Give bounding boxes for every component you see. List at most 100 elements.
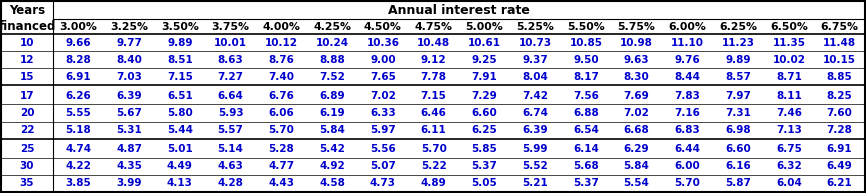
Text: 11.23: 11.23 <box>721 38 754 47</box>
Text: 5.93: 5.93 <box>218 108 243 118</box>
Text: 9.12: 9.12 <box>421 55 447 65</box>
Text: 6.00: 6.00 <box>675 161 701 171</box>
Text: 10.15: 10.15 <box>823 55 856 65</box>
Text: 5.07: 5.07 <box>370 161 396 171</box>
Text: 8.88: 8.88 <box>320 55 345 65</box>
Text: 6.89: 6.89 <box>320 91 345 101</box>
Text: 9.00: 9.00 <box>370 55 396 65</box>
Text: 5.75%: 5.75% <box>617 21 656 31</box>
Text: 9.37: 9.37 <box>522 55 548 65</box>
Text: 5.87: 5.87 <box>725 179 751 188</box>
Text: 5.99: 5.99 <box>522 144 548 154</box>
Text: 7.56: 7.56 <box>573 91 598 101</box>
Text: 5.84: 5.84 <box>320 125 345 135</box>
Text: 9.89: 9.89 <box>726 55 751 65</box>
Text: 8.04: 8.04 <box>522 72 548 82</box>
Text: 4.63: 4.63 <box>217 161 243 171</box>
Text: 6.75: 6.75 <box>776 144 802 154</box>
Text: 7.46: 7.46 <box>776 108 802 118</box>
Text: 3.75%: 3.75% <box>211 21 249 31</box>
Text: 4.58: 4.58 <box>320 179 345 188</box>
Text: 5.57: 5.57 <box>217 125 243 135</box>
Text: 5.28: 5.28 <box>268 144 294 154</box>
Text: 9.50: 9.50 <box>573 55 598 65</box>
Text: 25: 25 <box>20 144 35 154</box>
Text: 5.01: 5.01 <box>167 144 193 154</box>
Text: 5.52: 5.52 <box>522 161 548 171</box>
Text: 10.01: 10.01 <box>214 38 247 47</box>
Text: 4.50%: 4.50% <box>364 21 402 31</box>
Text: 4.43: 4.43 <box>268 179 294 188</box>
Text: 6.11: 6.11 <box>421 125 447 135</box>
Text: 5.70: 5.70 <box>421 144 447 154</box>
Text: 6.51: 6.51 <box>167 91 193 101</box>
Text: 9.77: 9.77 <box>116 38 142 47</box>
Text: 4.35: 4.35 <box>116 161 142 171</box>
Text: Years: Years <box>9 3 45 16</box>
Text: 10.48: 10.48 <box>417 38 450 47</box>
Text: 7.91: 7.91 <box>471 72 497 82</box>
Text: 4.00%: 4.00% <box>262 21 301 31</box>
Text: 7.16: 7.16 <box>675 108 701 118</box>
Text: 7.02: 7.02 <box>624 108 650 118</box>
Text: 8.71: 8.71 <box>776 72 802 82</box>
Text: 7.15: 7.15 <box>167 72 193 82</box>
Text: 8.85: 8.85 <box>827 72 852 82</box>
Text: 11.35: 11.35 <box>772 38 805 47</box>
Text: 7.02: 7.02 <box>370 91 396 101</box>
Text: 3.99: 3.99 <box>116 179 142 188</box>
Text: 6.50%: 6.50% <box>770 21 808 31</box>
Text: 5.22: 5.22 <box>421 161 447 171</box>
Text: 8.51: 8.51 <box>167 55 193 65</box>
Text: 5.55: 5.55 <box>66 108 91 118</box>
Text: 10.24: 10.24 <box>315 38 349 47</box>
Text: 7.29: 7.29 <box>471 91 497 101</box>
Text: 8.76: 8.76 <box>268 55 294 65</box>
Text: Annual interest rate: Annual interest rate <box>388 3 530 16</box>
Text: 3.85: 3.85 <box>66 179 91 188</box>
Text: 5.70: 5.70 <box>675 179 701 188</box>
Text: 7.78: 7.78 <box>421 72 447 82</box>
Text: 3.25%: 3.25% <box>110 21 148 31</box>
Text: 5.00%: 5.00% <box>466 21 503 31</box>
Text: 6.76: 6.76 <box>268 91 294 101</box>
Text: 5.80: 5.80 <box>167 108 193 118</box>
Text: 5.31: 5.31 <box>116 125 142 135</box>
Text: 6.91: 6.91 <box>827 144 852 154</box>
Text: 5.85: 5.85 <box>471 144 497 154</box>
Text: 9.76: 9.76 <box>675 55 701 65</box>
Text: 9.25: 9.25 <box>472 55 497 65</box>
Text: 4.13: 4.13 <box>167 179 193 188</box>
Text: 7.28: 7.28 <box>827 125 852 135</box>
Text: 4.49: 4.49 <box>167 161 193 171</box>
Text: 10.98: 10.98 <box>620 38 653 47</box>
Text: 5.25%: 5.25% <box>516 21 554 31</box>
Text: 6.06: 6.06 <box>268 108 294 118</box>
Text: 4.22: 4.22 <box>66 161 91 171</box>
Text: 5.84: 5.84 <box>624 161 650 171</box>
Text: 9.63: 9.63 <box>624 55 650 65</box>
Text: 6.33: 6.33 <box>370 108 396 118</box>
Text: 5.21: 5.21 <box>522 179 548 188</box>
Text: 5.18: 5.18 <box>66 125 91 135</box>
Text: 7.31: 7.31 <box>725 108 751 118</box>
Text: 7.60: 7.60 <box>827 108 852 118</box>
Text: 5.97: 5.97 <box>370 125 396 135</box>
Text: 22: 22 <box>20 125 35 135</box>
Text: 6.26: 6.26 <box>66 91 91 101</box>
Text: 15: 15 <box>20 72 35 82</box>
Text: 6.04: 6.04 <box>776 179 802 188</box>
Text: 6.98: 6.98 <box>726 125 751 135</box>
Text: 8.40: 8.40 <box>116 55 142 65</box>
Text: 6.19: 6.19 <box>320 108 345 118</box>
Text: 8.63: 8.63 <box>217 55 243 65</box>
Text: 10: 10 <box>20 38 35 47</box>
Text: 6.25%: 6.25% <box>719 21 757 31</box>
Text: 5.37: 5.37 <box>573 179 598 188</box>
Text: 7.52: 7.52 <box>320 72 345 82</box>
Text: 6.88: 6.88 <box>573 108 598 118</box>
Text: 6.54: 6.54 <box>573 125 598 135</box>
Text: 10.02: 10.02 <box>772 55 805 65</box>
Text: 8.25: 8.25 <box>827 91 852 101</box>
Text: 10.61: 10.61 <box>468 38 501 47</box>
